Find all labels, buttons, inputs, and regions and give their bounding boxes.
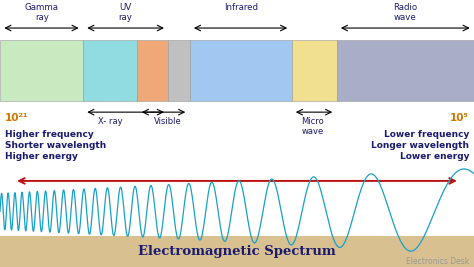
Text: Electronics Desk: Electronics Desk (406, 257, 469, 266)
Text: Electromagnetic Spectrum: Electromagnetic Spectrum (138, 245, 336, 258)
Text: 10⁵: 10⁵ (450, 113, 469, 123)
Text: 10²¹: 10²¹ (5, 113, 28, 123)
Text: Micro
wave: Micro wave (301, 117, 324, 136)
Text: Infrared: Infrared (224, 3, 258, 12)
Text: Lower frequency
Longer wavelength
Lower energy: Lower frequency Longer wavelength Lower … (371, 129, 469, 161)
Bar (137, 40, 168, 101)
Bar (190, 40, 292, 101)
Bar (0, 40, 83, 101)
Bar (83, 40, 137, 101)
Text: Higher frequency
Shorter wavelength
Higher energy: Higher frequency Shorter wavelength High… (5, 129, 106, 161)
Text: Radio
wave: Radio wave (393, 3, 417, 22)
Text: Gamma
ray: Gamma ray (25, 3, 59, 22)
Text: X- ray: X- ray (98, 117, 123, 127)
Bar (0, 237, 474, 267)
Bar (168, 40, 190, 101)
Bar (337, 40, 474, 101)
Text: Visible: Visible (155, 117, 182, 127)
Bar (292, 40, 337, 101)
Text: UV
ray: UV ray (118, 3, 133, 22)
